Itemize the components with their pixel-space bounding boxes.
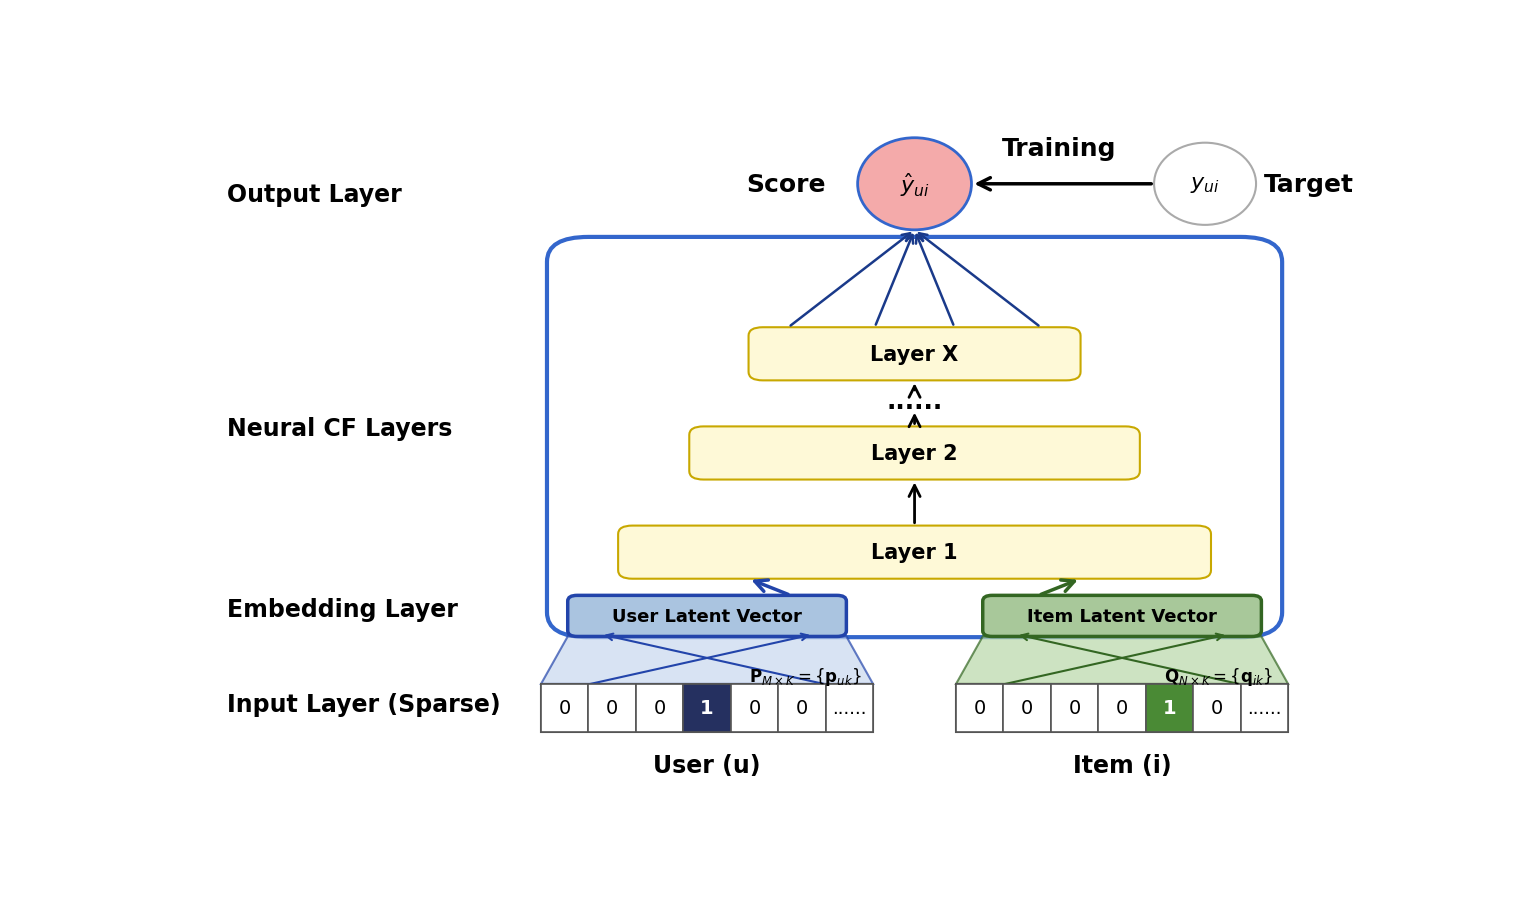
Text: Input Layer (Sparse): Input Layer (Sparse)	[226, 693, 500, 717]
FancyBboxPatch shape	[1004, 684, 1051, 732]
Text: Layer 2: Layer 2	[871, 444, 958, 463]
FancyBboxPatch shape	[542, 684, 589, 732]
Text: 0: 0	[558, 698, 571, 718]
FancyBboxPatch shape	[779, 684, 826, 732]
FancyBboxPatch shape	[568, 596, 846, 637]
Text: ......: ......	[832, 699, 866, 717]
FancyBboxPatch shape	[956, 684, 1288, 732]
Text: 1: 1	[1163, 698, 1177, 718]
Text: Output Layer: Output Layer	[226, 183, 401, 207]
Text: Neural CF Layers: Neural CF Layers	[226, 416, 453, 441]
FancyBboxPatch shape	[618, 526, 1210, 579]
Text: ......: ......	[886, 390, 942, 414]
FancyBboxPatch shape	[684, 684, 731, 732]
Text: Item Latent Vector: Item Latent Vector	[1027, 607, 1216, 625]
Polygon shape	[542, 637, 874, 684]
FancyBboxPatch shape	[982, 596, 1261, 637]
FancyBboxPatch shape	[1193, 684, 1241, 732]
Text: 0: 0	[606, 698, 618, 718]
Text: $y_{ui}$: $y_{ui}$	[1190, 175, 1219, 195]
Text: Embedding Layer: Embedding Layer	[226, 597, 457, 621]
Text: Layer 1: Layer 1	[871, 542, 958, 562]
Text: 0: 0	[1115, 698, 1128, 718]
FancyBboxPatch shape	[1241, 684, 1288, 732]
FancyBboxPatch shape	[1051, 684, 1099, 732]
FancyBboxPatch shape	[1099, 684, 1146, 732]
FancyBboxPatch shape	[542, 684, 874, 732]
Text: Layer X: Layer X	[871, 345, 959, 365]
Text: 0: 0	[748, 698, 760, 718]
Text: $\hat{y}_{ui}$: $\hat{y}_{ui}$	[900, 171, 930, 199]
Text: 0: 0	[653, 698, 666, 718]
FancyBboxPatch shape	[826, 684, 874, 732]
Text: $\mathbf{Q}_{N\times K}=\{\mathbf{q}_{ik}\}$: $\mathbf{Q}_{N\times K}=\{\mathbf{q}_{ik…	[1163, 665, 1273, 687]
FancyBboxPatch shape	[731, 684, 779, 732]
FancyBboxPatch shape	[636, 684, 684, 732]
Text: Training: Training	[1002, 137, 1117, 161]
Text: Item (i): Item (i)	[1073, 754, 1172, 777]
FancyBboxPatch shape	[1146, 684, 1193, 732]
Text: Target: Target	[1264, 173, 1354, 197]
Text: User (u): User (u)	[653, 754, 760, 777]
Text: $\mathbf{P}_{M\times K}=\{\mathbf{p}_{uk}\}$: $\mathbf{P}_{M\times K}=\{\mathbf{p}_{uk…	[748, 665, 861, 687]
Text: User Latent Vector: User Latent Vector	[612, 607, 802, 625]
Text: 1: 1	[701, 698, 715, 718]
Polygon shape	[956, 637, 1288, 684]
Ellipse shape	[1154, 143, 1256, 226]
FancyBboxPatch shape	[956, 684, 1004, 732]
Text: 0: 0	[1210, 698, 1222, 718]
Ellipse shape	[858, 139, 972, 231]
Text: 0: 0	[796, 698, 808, 718]
Text: 0: 0	[973, 698, 985, 718]
FancyBboxPatch shape	[748, 328, 1080, 381]
Text: ......: ......	[1247, 699, 1282, 717]
Text: 0: 0	[1021, 698, 1033, 718]
Text: Score: Score	[747, 173, 826, 197]
FancyBboxPatch shape	[589, 684, 636, 732]
Text: 0: 0	[1068, 698, 1080, 718]
FancyBboxPatch shape	[688, 427, 1140, 480]
